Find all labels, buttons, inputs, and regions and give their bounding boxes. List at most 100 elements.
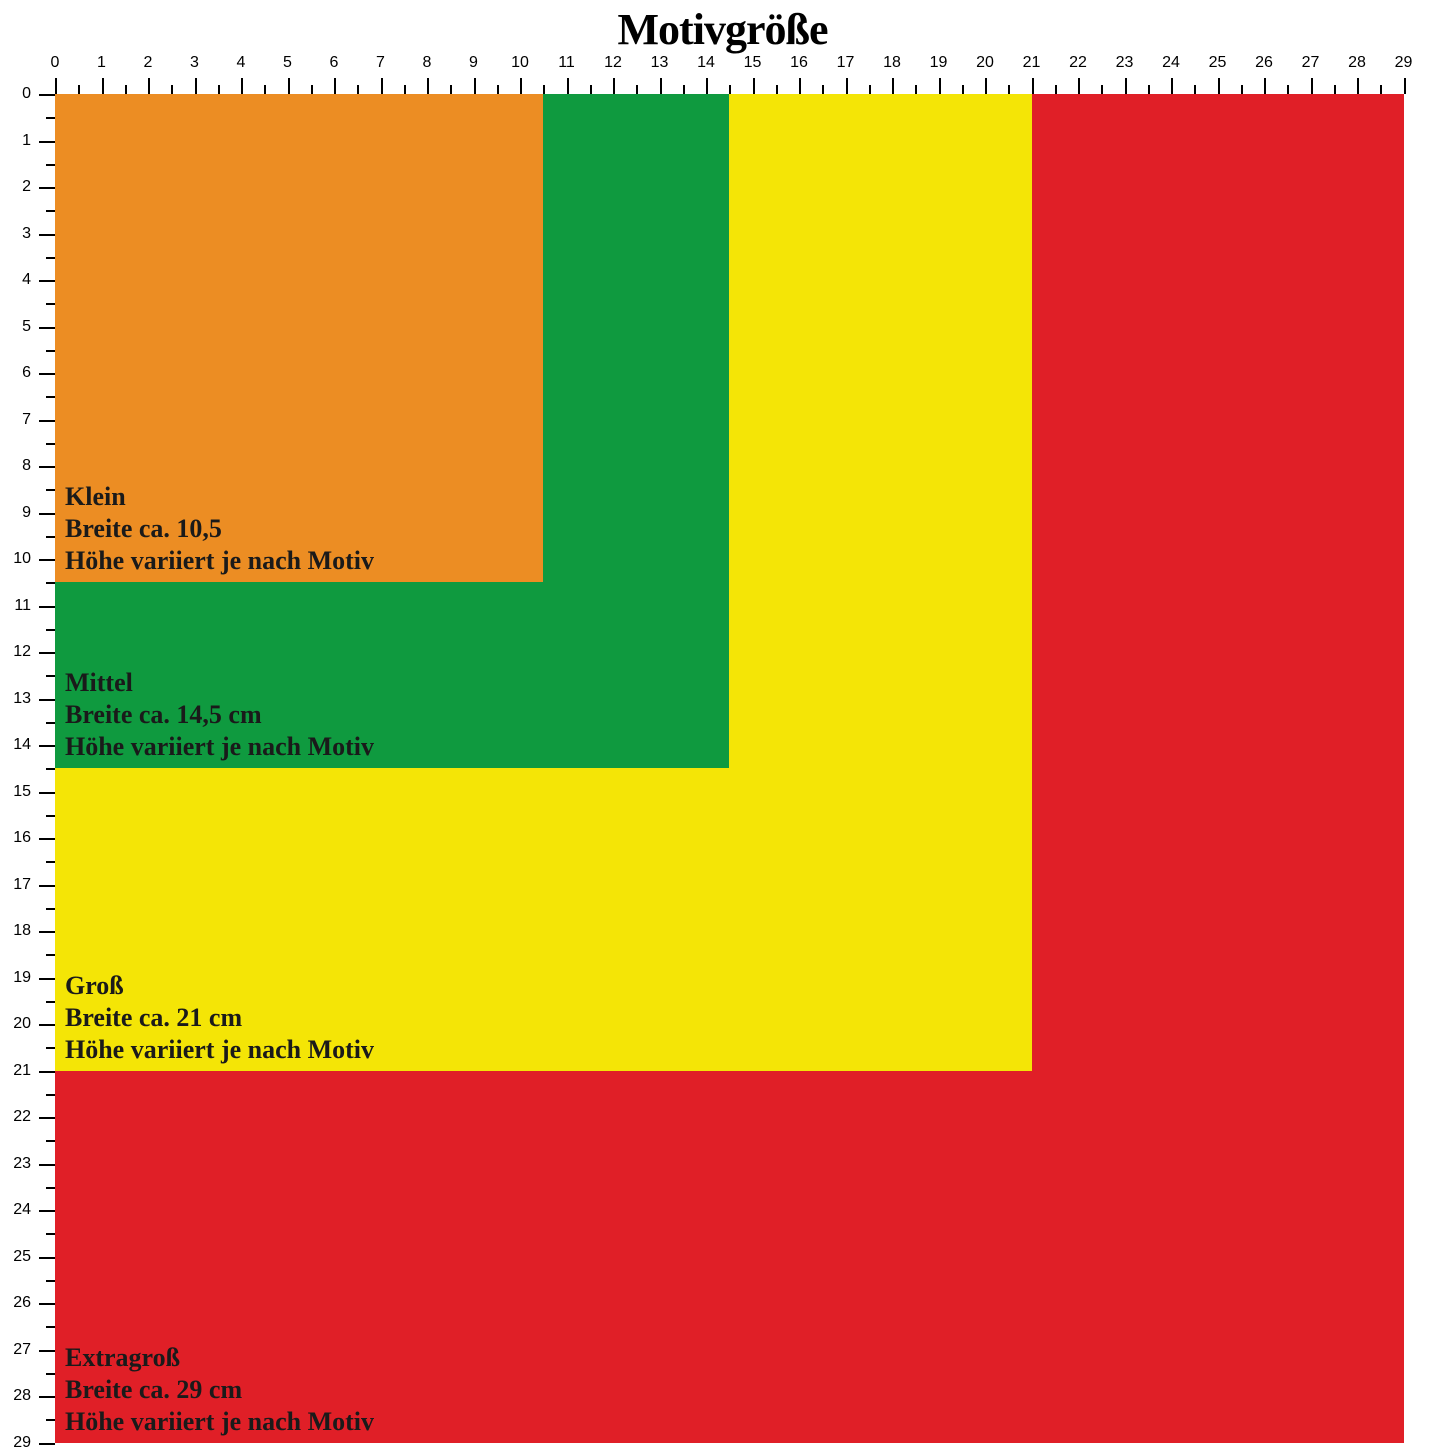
- ruler-left-tick-minor: [46, 1233, 55, 1235]
- ruler-top-number: 6: [330, 54, 339, 72]
- ruler-left-tick-major: [39, 1117, 55, 1119]
- ruler-left-tick-major: [39, 1396, 55, 1398]
- ruler-top-number: 21: [1023, 54, 1041, 72]
- ruler-top-number: 11: [558, 54, 575, 72]
- ruler-left-tick-major: [39, 1071, 55, 1073]
- ruler-top-number: 14: [697, 54, 715, 72]
- ruler-left-tick-major: [39, 513, 55, 515]
- size-width: Breite ca. 29 cm: [65, 1375, 374, 1405]
- ruler-left-tick-major: [39, 94, 55, 96]
- ruler-top-number: 16: [790, 54, 808, 72]
- size-name: Klein: [65, 482, 374, 512]
- ruler-left-number: 11: [14, 597, 31, 615]
- ruler-left-tick-minor: [46, 1094, 55, 1096]
- ruler-top-tick-major: [1311, 78, 1313, 94]
- size-width: Breite ca. 10,5: [65, 514, 374, 544]
- ruler-left-tick-major: [39, 280, 55, 282]
- ruler-left-tick-minor: [46, 582, 55, 584]
- ruler-left-tick-minor: [46, 1001, 55, 1003]
- ruler-top-tick-minor: [543, 85, 545, 94]
- ruler-left-tick-minor: [46, 1419, 55, 1421]
- size-box-s: KleinBreite ca. 10,5Höhe variiert je nac…: [55, 94, 543, 582]
- ruler-top-tick-minor: [1008, 85, 1010, 94]
- ruler-left-tick-major: [39, 141, 55, 143]
- ruler-top-tick-major: [706, 78, 708, 94]
- ruler-top-tick-major: [985, 78, 987, 94]
- ruler-left-number: 12: [13, 643, 31, 661]
- ruler-top-tick-major: [102, 78, 104, 94]
- ruler-top-tick-major: [520, 78, 522, 94]
- ruler-top-tick-major: [381, 78, 383, 94]
- ruler-left-tick-major: [39, 1210, 55, 1212]
- ruler-top-tick-major: [474, 78, 476, 94]
- ruler-top-number: 26: [1255, 54, 1273, 72]
- ruler-top-tick-major: [1264, 78, 1266, 94]
- ruler-left-tick-major: [39, 606, 55, 608]
- ruler-top-tick-major: [427, 78, 429, 94]
- ruler-left-tick-minor: [46, 164, 55, 166]
- ruler-top-number: 27: [1302, 54, 1320, 72]
- ruler-left-tick-minor: [46, 861, 55, 863]
- ruler-left-number: 14: [13, 736, 31, 754]
- ruler-left-tick-minor: [46, 443, 55, 445]
- ruler-left-tick-major: [39, 234, 55, 236]
- ruler-top-tick-minor: [1380, 85, 1382, 94]
- ruler-left-tick-major: [39, 745, 55, 747]
- ruler-top-number: 15: [744, 54, 762, 72]
- ruler-top-number: 28: [1348, 54, 1366, 72]
- ruler-top-tick-minor: [1148, 85, 1150, 94]
- ruler-left-tick-major: [39, 1350, 55, 1352]
- ruler-top-number: 29: [1395, 54, 1413, 72]
- ruler-left-number: 23: [13, 1155, 31, 1173]
- ruler-top-number: 22: [1069, 54, 1087, 72]
- ruler-left-number: 24: [13, 1201, 31, 1219]
- ruler-top-tick-major: [1032, 78, 1034, 94]
- ruler-left-number: 4: [22, 271, 31, 289]
- ruler-top-tick-minor: [1287, 85, 1289, 94]
- ruler-top-tick-minor: [125, 85, 127, 94]
- size-width: Breite ca. 21 cm: [65, 1003, 374, 1033]
- ruler-left-number: 5: [22, 318, 31, 336]
- ruler-top-number: 2: [144, 54, 153, 72]
- ruler-left-number: 0: [22, 85, 31, 103]
- ruler-left-tick-minor: [46, 722, 55, 724]
- ruler-top-tick-minor: [171, 85, 173, 94]
- ruler-top-number: 18: [883, 54, 901, 72]
- ruler-left-number: 22: [13, 1108, 31, 1126]
- ruler-top-tick-minor: [776, 85, 778, 94]
- ruler-top-tick-major: [288, 78, 290, 94]
- ruler-left: 0123456789101112131415161718192021222324…: [15, 94, 55, 1445]
- size-height-note: Höhe variiert je nach Motiv: [65, 1035, 374, 1065]
- ruler-left-number: 18: [13, 922, 31, 940]
- ruler-left-tick-major: [39, 420, 55, 422]
- page-title: Motivgröße: [0, 4, 1445, 55]
- ruler-left-number: 27: [13, 1341, 31, 1359]
- ruler-left-tick-major: [39, 466, 55, 468]
- ruler-left-tick-major: [39, 652, 55, 654]
- size-label-m: MittelBreite ca. 14,5 cmHöhe variiert je…: [65, 668, 374, 762]
- ruler-top-number: 0: [51, 54, 60, 72]
- ruler-top-number: 9: [469, 54, 478, 72]
- ruler-top-tick-minor: [636, 85, 638, 94]
- ruler-top-tick-major: [55, 78, 57, 94]
- size-canvas: ExtragroßBreite ca. 29 cmHöhe variiert j…: [55, 94, 1445, 1445]
- ruler-left-tick-major: [39, 792, 55, 794]
- ruler-top-tick-major: [567, 78, 569, 94]
- ruler-left-tick-minor: [46, 1047, 55, 1049]
- size-label-l: GroßBreite ca. 21 cmHöhe variiert je nac…: [65, 971, 374, 1065]
- size-label-s: KleinBreite ca. 10,5Höhe variiert je nac…: [65, 482, 374, 576]
- ruler-top-tick-minor: [450, 85, 452, 94]
- ruler-left-tick-minor: [46, 1280, 55, 1282]
- ruler-left-number: 25: [13, 1248, 31, 1266]
- ruler-top-tick-minor: [1241, 85, 1243, 94]
- ruler-top-tick-major: [1218, 78, 1220, 94]
- ruler-top-number: 19: [930, 54, 948, 72]
- ruler-left-tick-major: [39, 1024, 55, 1026]
- ruler-top-tick-minor: [915, 85, 917, 94]
- ruler-top-tick-minor: [869, 85, 871, 94]
- ruler-left-tick-major: [39, 327, 55, 329]
- ruler-left-number: 26: [13, 1294, 31, 1312]
- ruler-left-number: 1: [22, 132, 31, 150]
- size-height-note: Höhe variiert je nach Motiv: [65, 546, 374, 576]
- ruler-left-tick-major: [39, 559, 55, 561]
